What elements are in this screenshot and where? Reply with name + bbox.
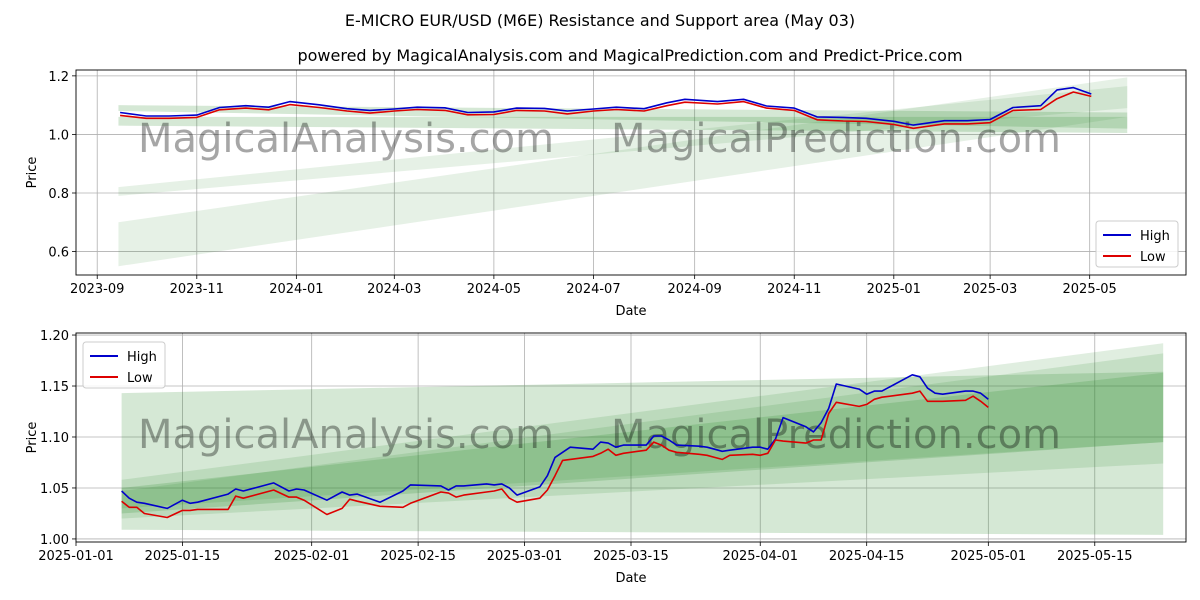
bottom-xtick-label-4: 2025-03-01 [487,549,563,564]
top-watermark-analysis: MagicalAnalysis.com [138,116,554,162]
top-x-axis-label: Date [615,304,646,319]
bottom-watermark-prediction: MagicalPrediction.com [611,412,1061,458]
top-chart-panel: MagicalAnalysis.com MagicalPrediction.com… [25,69,1187,319]
bottom-watermark-analysis: MagicalAnalysis.com [138,412,554,458]
top-xtick-label-10: 2025-05 [1063,282,1117,297]
bottom-support-band-1 [121,372,1164,535]
bottom-ytick-label-3: 1.15 [40,380,69,395]
bottom-legend: High Low [82,341,166,389]
bottom-support-band-2 [121,343,1164,519]
top-watermark-prediction: MagicalPrediction.com [611,116,1061,162]
bottom-xtick-label-6: 2025-04-01 [722,549,798,564]
top-xtick-label-1: 2023-11 [170,282,224,297]
bottom-xtick-label-1: 2025-01-15 [145,549,221,564]
top-legend-box [1095,220,1179,268]
top-legend-label-high: High [1140,229,1170,244]
top-xtick-label-5: 2024-07 [566,282,620,297]
top-plot-frame [75,69,1187,276]
bottom-series-high-line [121,373,989,510]
bottom-legend-box [82,341,166,389]
top-support-band-1 [118,86,1128,196]
bottom-ytick-label-0: 1.00 [40,533,69,548]
bottom-xtick-label-3: 2025-02-15 [380,549,456,564]
bottom-y-axis-label: Price [25,422,40,454]
bottom-legend-label-low: Low [127,371,153,386]
bottom-legend-label-high: High [127,350,157,365]
top-xtick-label-8: 2025-01 [867,282,921,297]
bottom-ytick-label-4: 1.20 [40,329,69,344]
bottom-series-low-line [121,390,989,519]
top-ytick-label-0: 0.6 [48,246,69,261]
top-y-axis-label: Price [25,157,40,189]
bottom-xtick-label-0: 2025-01-01 [38,549,114,564]
chart-title: E-MICRO EUR/USD (M6E) Resistance and Sup… [345,11,855,30]
bottom-xtick-label-8: 2025-05-01 [951,549,1027,564]
bottom-support-band-0 [121,371,1164,514]
top-xtick-label-7: 2024-11 [767,282,821,297]
top-xtick-label-0: 2023-09 [70,282,124,297]
top-support-band-2 [118,77,1128,267]
bottom-xtick-label-5: 2025-03-15 [593,549,669,564]
bottom-xtick-label-2: 2025-02-01 [274,549,350,564]
bottom-chart-panel: MagicalAnalysis.com MagicalPrediction.com… [25,329,1187,586]
bottom-ytick-label-2: 1.10 [40,431,69,446]
top-legend: High Low [1095,220,1179,268]
bottom-support-band-3 [121,353,1164,509]
top-xtick-label-9: 2025-03 [963,282,1017,297]
top-series-high-line [119,86,1092,126]
bottom-xtick-label-7: 2025-04-15 [829,549,905,564]
top-support-band-3 [118,116,1128,133]
bottom-xtick-label-9: 2025-05-15 [1057,549,1133,564]
chart-subtitle: powered by MagicalAnalysis.com and Magic… [297,46,962,65]
top-xtick-label-2: 2024-01 [269,282,323,297]
top-legend-label-low: Low [1140,250,1166,265]
top-ytick-label-1: 0.8 [48,187,69,202]
top-ytick-label-3: 1.2 [48,70,69,85]
top-xtick-label-4: 2024-05 [467,282,521,297]
bottom-ytick-label-1: 1.05 [40,482,69,497]
top-ytick-label-2: 1.0 [48,128,69,143]
top-xtick-label-3: 2024-03 [367,282,421,297]
bottom-x-axis-label: Date [615,571,646,586]
top-xtick-label-6: 2024-09 [667,282,721,297]
top-series-low-line [120,91,1092,130]
